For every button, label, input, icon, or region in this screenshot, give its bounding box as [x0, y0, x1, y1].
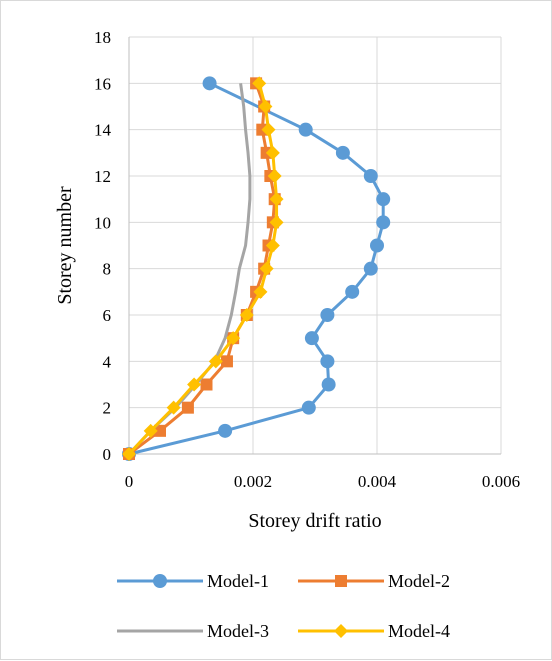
data-point: [345, 284, 360, 299]
data-point: [267, 169, 282, 183]
data-point: [187, 377, 202, 392]
data-point: [265, 238, 280, 253]
series-line: [128, 81, 385, 456]
data-point: [376, 215, 391, 230]
data-point: [261, 122, 276, 137]
x-axis-title: Storey drift ratio: [248, 510, 381, 532]
legend-marker: [334, 624, 348, 638]
data-point: [265, 145, 280, 160]
legend-item-model-1: Model-1: [117, 571, 269, 591]
data-point: [202, 76, 217, 91]
legend-label: Model-3: [207, 621, 269, 641]
data-point: [269, 215, 284, 230]
data-point: [218, 423, 233, 438]
legend-item-model-4: Model-4: [298, 621, 450, 641]
y-tick-label: 14: [94, 121, 112, 140]
x-tick-label: 0.004: [358, 472, 397, 491]
x-tick-label: 0: [125, 472, 134, 491]
data-point: [363, 169, 378, 183]
data-point: [259, 261, 274, 276]
data-point: [220, 355, 233, 368]
y-tick-label: 12: [94, 167, 111, 186]
legend-label: Model-2: [388, 571, 450, 591]
legend-item-model-3: Model-3: [117, 621, 269, 641]
data-point: [252, 76, 267, 91]
tick-labels: 0 2 4 6 8 10 12 14 16 18 0 0.002 0.004 0.006: [94, 28, 520, 491]
y-tick-label: 18: [94, 28, 111, 47]
data-point: [301, 400, 316, 415]
y-tick-label: 0: [103, 445, 112, 464]
y-tick-label: 4: [103, 352, 112, 371]
data-point: [181, 401, 194, 414]
gridlines: [129, 36, 502, 454]
x-tick-label: 0.002: [234, 472, 272, 491]
y-tick-label: 6: [103, 306, 112, 325]
data-point: [321, 377, 336, 392]
data-point: [208, 354, 223, 369]
y-tick-label: 10: [94, 213, 111, 232]
y-axis-title: Storey number: [54, 186, 76, 305]
data-point: [143, 423, 158, 438]
legend-label: Model-1: [207, 571, 269, 591]
data-point: [370, 238, 384, 253]
legend: Model-1 Model-2 Model-3 Model-4: [117, 571, 450, 641]
data-point: [320, 354, 335, 369]
data-point: [253, 284, 268, 299]
data-point: [154, 424, 166, 437]
series-group: [122, 76, 391, 461]
data-point: [226, 331, 241, 346]
legend-marker: [153, 574, 167, 588]
data-point: [239, 308, 254, 322]
data-point: [304, 331, 319, 346]
series-model-1: [122, 76, 391, 461]
legend-marker: [335, 575, 347, 587]
series-model-4: [122, 76, 284, 461]
data-point: [258, 99, 273, 114]
legend-item-model-2: Model-2: [298, 571, 450, 591]
data-point: [320, 308, 335, 322]
y-tick-label: 8: [103, 260, 112, 279]
data-point: [298, 122, 313, 137]
data-point: [335, 145, 350, 160]
y-tick-label: 2: [103, 399, 112, 418]
data-point: [200, 378, 213, 391]
data-point: [376, 192, 391, 207]
axes: [128, 37, 501, 455]
data-point: [122, 447, 136, 461]
y-tick-label: 16: [94, 74, 111, 93]
x-tick-label: 0.006: [482, 472, 520, 491]
data-point: [269, 192, 284, 207]
data-point: [363, 261, 378, 276]
legend-label: Model-4: [388, 621, 450, 641]
data-point: [166, 400, 181, 415]
